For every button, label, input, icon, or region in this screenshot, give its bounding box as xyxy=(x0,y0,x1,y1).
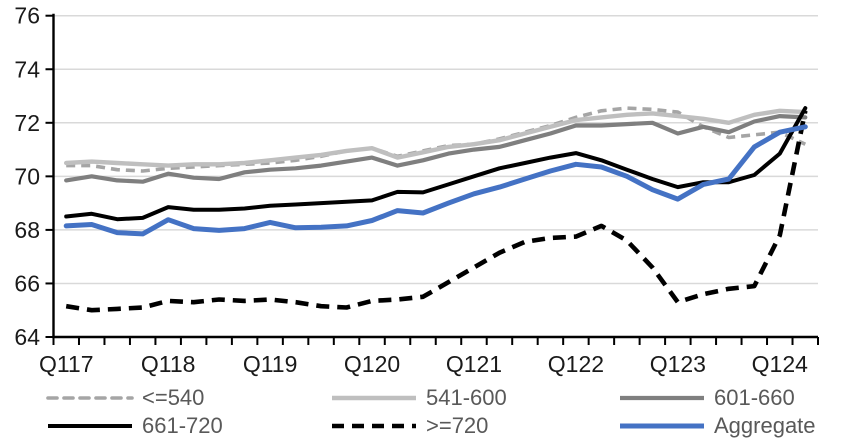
legend-item-661-720: 661-720 xyxy=(46,412,223,440)
series-line-661-720 xyxy=(64,106,808,222)
legend-item-541-600: 541-600 xyxy=(330,384,507,412)
x-axis-label: Q123 xyxy=(650,351,706,377)
x-axis-labels: Q117 Q118 Q119 Q120 Q121 Q122 Q123 Q124 xyxy=(39,351,808,377)
series-line-541-600 xyxy=(63,108,808,168)
legend-label-541-600: 541-600 xyxy=(426,385,507,410)
legend-label-661-720: 661-720 xyxy=(142,413,223,438)
legend-label-aggregate: Aggregate xyxy=(714,413,816,438)
x-axis-label: Q124 xyxy=(752,351,808,377)
x-axis-label: Q121 xyxy=(446,351,502,377)
legend-line-sample xyxy=(48,424,132,428)
legend-label-601-660: 601-660 xyxy=(714,385,795,410)
legend-line-sample xyxy=(620,395,704,401)
legend-line-sample xyxy=(332,423,416,429)
x-axis-label: Q122 xyxy=(548,351,604,377)
series-line-Aggregate xyxy=(63,124,808,237)
y-axis-label: 64 xyxy=(14,324,40,350)
y-axis-label: 68 xyxy=(14,217,40,243)
series-lines xyxy=(63,106,808,313)
legend-label-ge720: >=720 xyxy=(426,413,489,438)
x-axis-label: Q120 xyxy=(344,351,400,377)
y-axis-label: 70 xyxy=(14,163,40,189)
legend-item-ge720: >=720 xyxy=(330,412,488,440)
legend-label-le540: <=540 xyxy=(142,385,205,410)
y-axis-label: 74 xyxy=(14,56,40,82)
legend-item-aggregate: Aggregate xyxy=(618,412,816,440)
legend-line-sample xyxy=(620,423,704,429)
y-axis-label: 72 xyxy=(14,110,40,136)
legend-line-sample xyxy=(46,396,134,400)
x-axis-label: Q118 xyxy=(141,351,196,377)
y-axis-labels: 64 66 68 70 72 74 76 xyxy=(14,3,40,350)
x-axis-label: Q119 xyxy=(243,351,298,377)
legend-line-sample xyxy=(332,395,416,401)
series-line-601-660 xyxy=(64,113,808,184)
x-axis-label: Q117 xyxy=(39,351,94,377)
series-line-<=540 xyxy=(66,106,807,173)
axes xyxy=(45,13,819,345)
y-axis-label: 66 xyxy=(14,270,40,296)
legend-item-601-660: 601-660 xyxy=(618,384,795,412)
y-axis-label: 76 xyxy=(14,3,40,29)
legend-item-le540: <=540 xyxy=(46,384,204,412)
